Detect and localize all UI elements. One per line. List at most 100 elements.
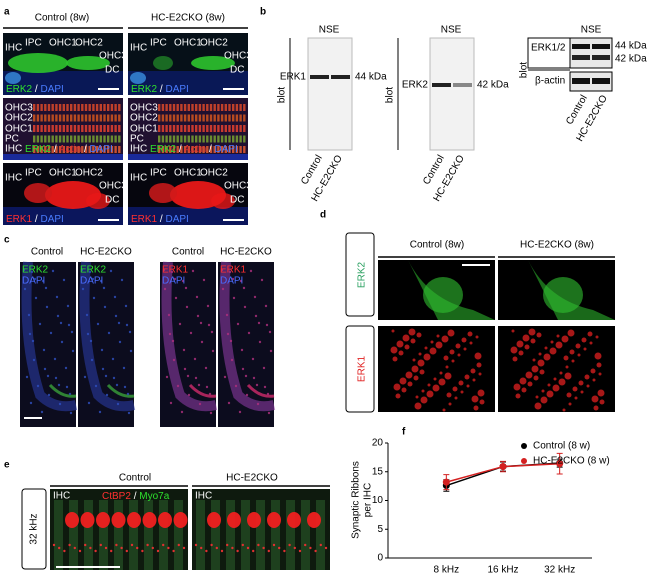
signal <box>416 332 422 338</box>
band-label: ERK2 <box>402 80 429 91</box>
stain-part: DAPI <box>215 144 238 155</box>
row-label: ERK2 <box>357 262 368 289</box>
signal <box>171 339 175 343</box>
signal <box>530 338 536 344</box>
signal <box>587 331 593 337</box>
stain-part: CtBP2 <box>102 491 131 502</box>
signal <box>533 375 539 381</box>
signal <box>228 104 231 111</box>
signal <box>51 125 54 132</box>
signal <box>239 104 242 111</box>
signal <box>213 125 216 132</box>
signal <box>95 125 99 132</box>
x-tick-label: 16 kHz <box>487 565 518 576</box>
signal <box>114 314 118 318</box>
signal <box>169 125 172 132</box>
signal <box>191 125 194 132</box>
signal <box>396 340 404 348</box>
signal <box>73 125 77 132</box>
signal <box>62 146 65 153</box>
signal <box>224 146 227 153</box>
signal <box>110 125 114 132</box>
signal <box>598 372 602 376</box>
signal <box>114 146 117 153</box>
signal <box>433 377 437 381</box>
signal <box>408 328 416 336</box>
signal <box>414 402 422 410</box>
signal <box>198 402 202 406</box>
signal <box>518 350 524 356</box>
signal <box>196 314 200 318</box>
signal <box>62 278 66 282</box>
signal <box>510 346 518 354</box>
signal <box>70 330 74 334</box>
signal <box>593 405 599 411</box>
signal <box>441 335 449 343</box>
signal <box>165 104 168 111</box>
signal <box>172 135 176 143</box>
signal <box>169 104 172 111</box>
signal <box>479 399 485 405</box>
cell-label: OHC3 <box>224 181 252 192</box>
legend-marker <box>521 458 527 464</box>
signal <box>309 546 312 550</box>
signal <box>176 135 179 143</box>
signal <box>211 500 220 570</box>
signal <box>110 146 114 153</box>
signal <box>172 125 176 132</box>
signal <box>62 135 65 143</box>
signal <box>176 104 179 111</box>
legend-marker <box>521 443 527 449</box>
signal <box>186 374 190 378</box>
signal <box>55 114 58 122</box>
signal <box>144 500 153 570</box>
x-tick-label: 32 kHz <box>544 565 575 576</box>
signal <box>253 295 257 299</box>
signal <box>538 352 542 356</box>
stain-part: / <box>54 144 57 155</box>
signal <box>40 135 43 143</box>
signal <box>49 331 53 335</box>
stain-label: ERK2 / Actin / DAPI <box>150 144 238 155</box>
signal <box>158 512 172 528</box>
signal <box>267 411 271 415</box>
signal <box>575 343 581 349</box>
signal <box>141 549 144 553</box>
cell-label: OHC2 <box>200 168 228 179</box>
signal <box>417 359 425 367</box>
signal <box>257 543 260 547</box>
signal <box>234 384 238 388</box>
signal <box>165 146 168 153</box>
signal <box>243 146 246 153</box>
stain-part: / <box>160 84 163 95</box>
signal <box>36 384 40 388</box>
signal <box>446 392 452 398</box>
column-header: HC-E2CKO <box>226 473 278 484</box>
cell-label: IHC <box>5 173 22 184</box>
panel-label: a <box>4 7 10 18</box>
signal <box>206 114 209 122</box>
signal <box>103 135 106 143</box>
signal <box>429 347 437 355</box>
signal <box>120 278 124 282</box>
stain-label: ERK1 <box>220 265 247 276</box>
signal <box>107 114 110 122</box>
signal <box>211 193 235 209</box>
signal <box>472 378 476 382</box>
signal <box>563 355 569 361</box>
cell-label: OHC1 <box>174 168 202 179</box>
signal <box>30 270 34 274</box>
signal <box>127 411 131 415</box>
signal <box>438 378 446 386</box>
signal <box>70 104 73 111</box>
signal <box>209 411 213 415</box>
signal <box>255 383 259 387</box>
signal <box>527 381 533 387</box>
signal <box>227 401 231 405</box>
signal <box>86 193 110 209</box>
signal <box>70 125 73 132</box>
cell-label: OHC2 <box>5 113 33 124</box>
signal <box>43 367 47 371</box>
cell-label: OHC2 <box>200 38 228 49</box>
signal <box>232 296 236 300</box>
